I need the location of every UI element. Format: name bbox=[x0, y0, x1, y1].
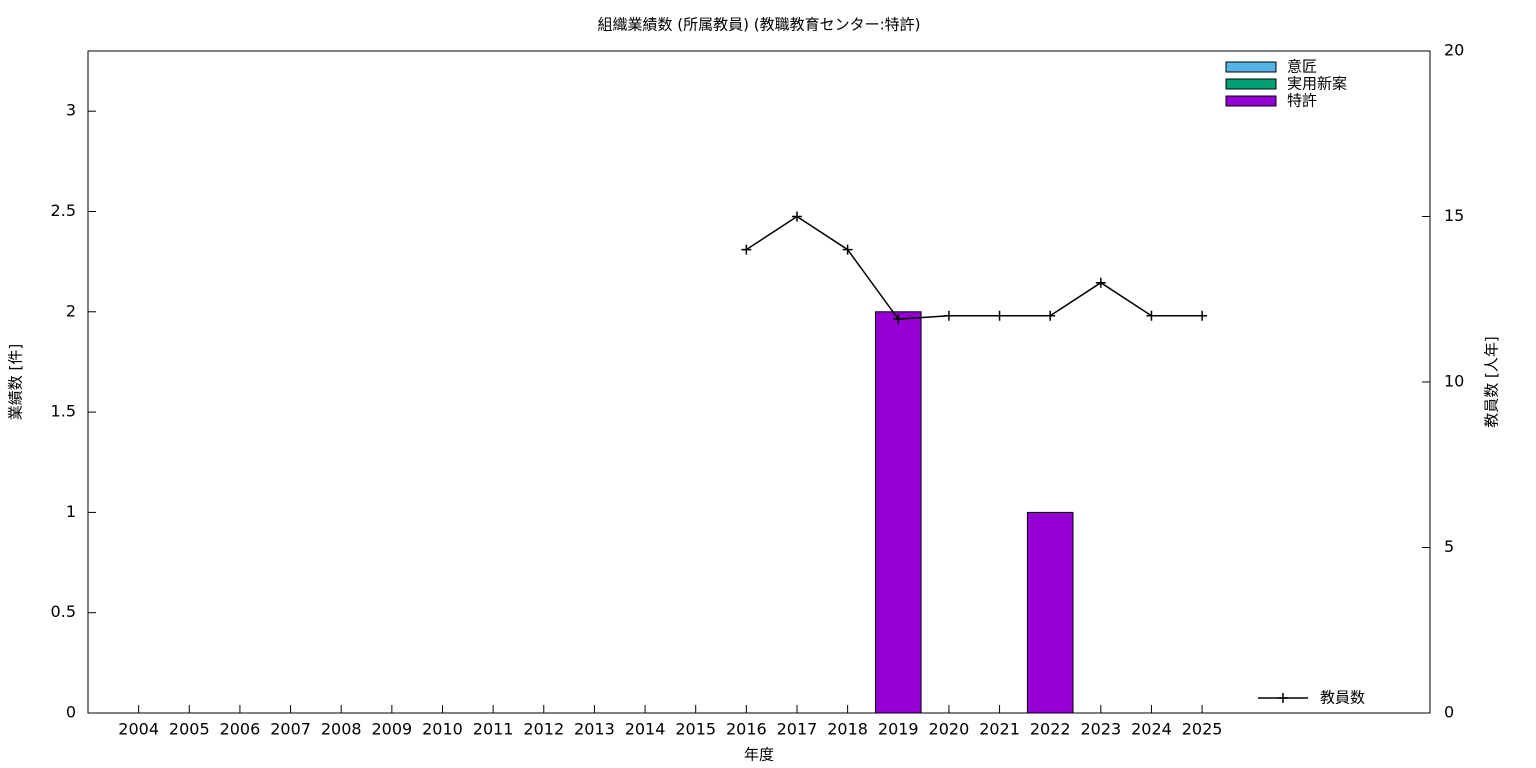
point bbox=[1095, 277, 1106, 288]
y2-tick-label: 5 bbox=[1444, 537, 1454, 556]
point bbox=[842, 244, 853, 255]
y2-tick-label: 20 bbox=[1444, 41, 1464, 60]
x-tick-label: 2018 bbox=[827, 720, 868, 739]
point bbox=[1146, 310, 1157, 321]
point bbox=[893, 314, 904, 325]
legend-swatch bbox=[1225, 95, 1277, 107]
y2-axis-label: 教員数 [人年] bbox=[1483, 336, 1501, 427]
point bbox=[994, 310, 1005, 321]
x-tick-label: 2021 bbox=[979, 720, 1020, 739]
x-tick-label: 2006 bbox=[220, 720, 261, 739]
y2-tick-label: 0 bbox=[1444, 703, 1454, 722]
y-axis-label: 業績数 [件] bbox=[7, 344, 25, 420]
point bbox=[791, 211, 802, 222]
x-tick-label: 2011 bbox=[473, 720, 514, 739]
x-tick-label: 2005 bbox=[169, 720, 210, 739]
x-tick-label: 2025 bbox=[1182, 720, 1223, 739]
x-tick-label: 2009 bbox=[371, 720, 412, 739]
x-tick-label: 2020 bbox=[929, 720, 970, 739]
legend-swatch bbox=[1225, 78, 1277, 90]
x-tick-label: 2022 bbox=[1030, 720, 1071, 739]
x-tick-label: 2008 bbox=[321, 720, 362, 739]
legend-swatch bbox=[1225, 61, 1277, 73]
x-tick-label: 2007 bbox=[270, 720, 311, 739]
y-tick-label: 0 bbox=[66, 703, 76, 722]
chart-title: 組織業績数 (所属教員) (教職教育センター:特許) bbox=[597, 16, 920, 34]
legend-label: 教員数 bbox=[1320, 689, 1365, 707]
x-tick-label: 2010 bbox=[422, 720, 463, 739]
x-tick-label: 2023 bbox=[1080, 720, 1121, 739]
plot-frame bbox=[87, 50, 1431, 714]
legend-label: 実用新案 bbox=[1287, 75, 1347, 93]
legend-marker bbox=[1278, 693, 1288, 703]
x-tick-label: 2017 bbox=[777, 720, 818, 739]
y-tick-label: 2 bbox=[66, 301, 76, 320]
y-tick-label: 1 bbox=[66, 502, 76, 521]
bar bbox=[874, 311, 922, 714]
point bbox=[943, 310, 954, 321]
y-tick-label: 0.5 bbox=[51, 602, 76, 621]
bar bbox=[1026, 511, 1074, 714]
y-tick-label: 3 bbox=[66, 101, 76, 120]
y2-tick-label: 10 bbox=[1444, 372, 1464, 391]
x-tick-label: 2004 bbox=[118, 720, 159, 739]
y2-tick-label: 15 bbox=[1444, 206, 1464, 225]
x-tick-label: 2014 bbox=[625, 720, 666, 739]
point bbox=[1197, 310, 1208, 321]
x-tick-label: 2016 bbox=[726, 720, 767, 739]
x-tick-label: 2012 bbox=[523, 720, 564, 739]
legend-label: 意匠 bbox=[1287, 58, 1317, 76]
point bbox=[1045, 310, 1056, 321]
x-tick-label: 2019 bbox=[878, 720, 919, 739]
y-tick-label: 2.5 bbox=[51, 201, 76, 220]
y-tick-label: 1.5 bbox=[51, 402, 76, 421]
legend-label: 特許 bbox=[1287, 92, 1317, 110]
x-axis-label: 年度 bbox=[744, 746, 774, 764]
point bbox=[741, 244, 752, 255]
line bbox=[745, 215, 1203, 320]
x-tick-label: 2015 bbox=[675, 720, 716, 739]
x-tick-label: 2013 bbox=[574, 720, 615, 739]
x-tick-label: 2024 bbox=[1131, 720, 1172, 739]
